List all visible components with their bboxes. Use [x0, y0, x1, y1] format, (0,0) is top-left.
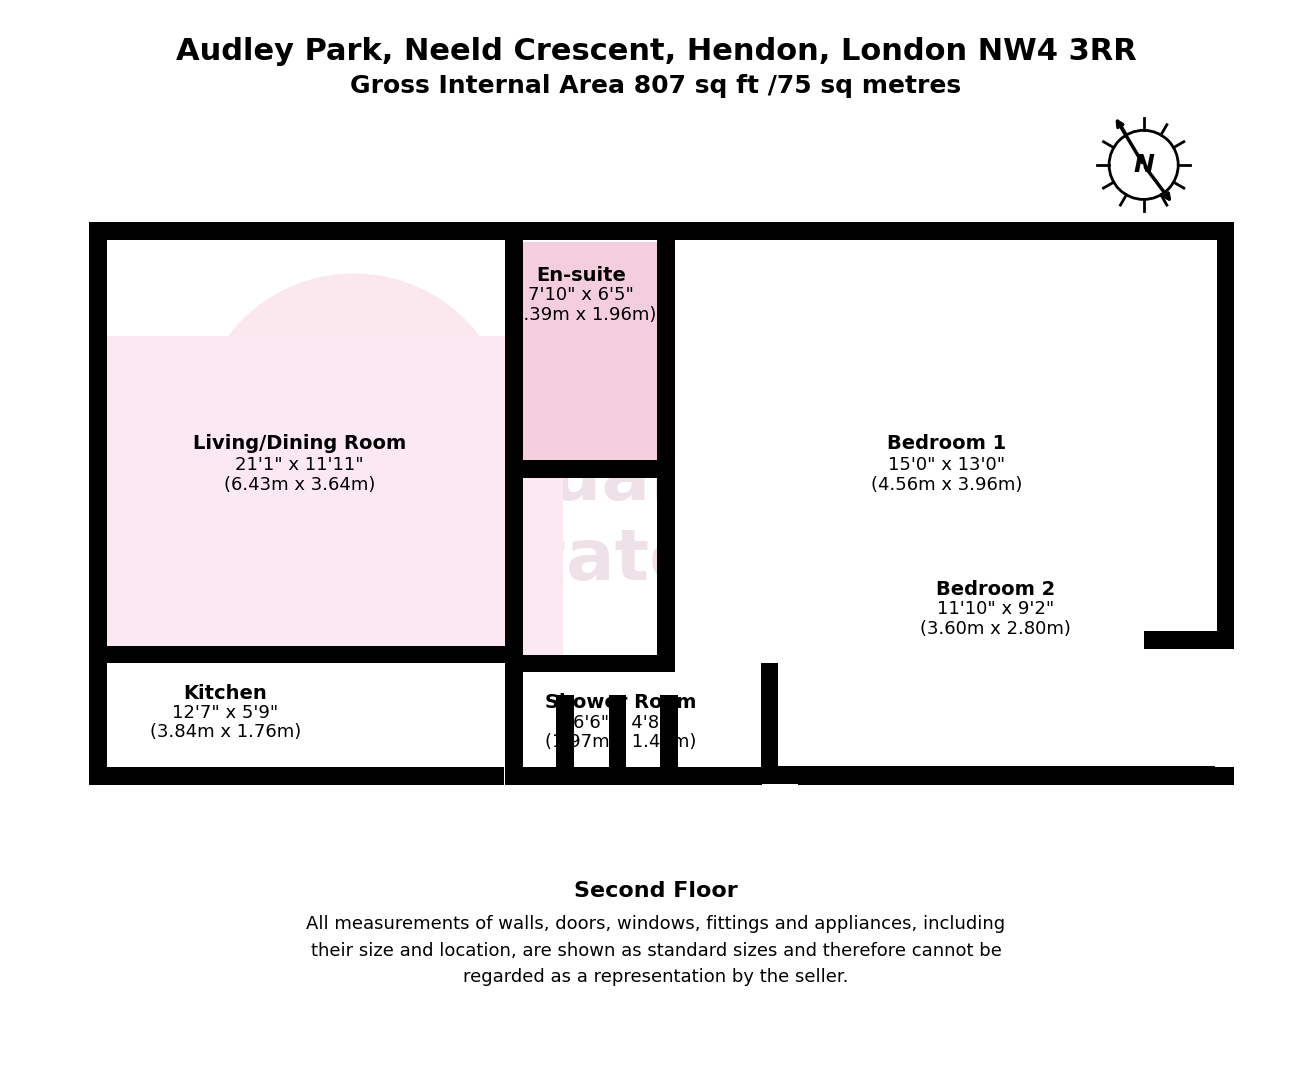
Bar: [656, 477, 675, 663]
Text: Kitchen: Kitchen: [184, 684, 268, 702]
Text: 12'7" x 5'9": 12'7" x 5'9": [172, 704, 278, 721]
Text: N: N: [1133, 153, 1154, 177]
Bar: [89, 767, 504, 785]
Text: Living/Dining Room: Living/Dining Room: [193, 434, 406, 453]
Text: All measurements of walls, doors, windows, fittings and appliances, including
th: All measurements of walls, doors, window…: [306, 915, 1006, 986]
Bar: [660, 696, 678, 784]
Bar: [506, 222, 523, 663]
Bar: [760, 766, 1215, 784]
Bar: [760, 663, 779, 784]
Text: (6.43m x 3.64m): (6.43m x 3.64m): [225, 475, 376, 494]
Bar: [506, 663, 523, 784]
Bar: [798, 767, 1234, 785]
Bar: [89, 646, 506, 663]
Text: (4.56m x 3.96m): (4.56m x 3.96m): [871, 475, 1022, 494]
Text: 21'1" x 11'11": 21'1" x 11'11": [235, 456, 364, 474]
Bar: [89, 240, 108, 767]
Text: Bedroom 2: Bedroom 2: [936, 580, 1056, 598]
Text: (1.97m x 1.42m): (1.97m x 1.42m): [545, 733, 696, 752]
Bar: [506, 767, 762, 785]
Bar: [507, 242, 656, 476]
Text: 6'6" x 4'8": 6'6" x 4'8": [574, 714, 668, 731]
Text: 7'10" x 6'5": 7'10" x 6'5": [528, 286, 634, 305]
Bar: [609, 696, 626, 784]
Text: Audley Park, Neeld Crescent, Hendon, London NW4 3RR: Audley Park, Neeld Crescent, Hendon, Lon…: [176, 37, 1136, 66]
Bar: [89, 222, 1234, 240]
Bar: [656, 222, 675, 477]
Bar: [1144, 631, 1234, 649]
Text: En-suite: En-suite: [536, 266, 626, 285]
Bar: [105, 663, 490, 782]
Text: (3.60m x 2.80m): (3.60m x 2.80m): [920, 620, 1071, 638]
Text: Square
Estates: Square Estates: [440, 446, 742, 595]
Bar: [670, 336, 1217, 663]
Bar: [557, 696, 574, 784]
Text: Gross Internal Area 807 sq ft /75 sq metres: Gross Internal Area 807 sq ft /75 sq met…: [351, 75, 961, 98]
Bar: [506, 460, 675, 477]
Text: Shower Room: Shower Room: [545, 693, 696, 713]
Bar: [105, 336, 563, 663]
Text: (3.84m x 1.76m): (3.84m x 1.76m): [150, 724, 301, 742]
Text: (2.39m x 1.96m): (2.39m x 1.96m): [506, 306, 656, 324]
Bar: [1144, 631, 1162, 649]
Bar: [1217, 222, 1234, 649]
Bar: [506, 654, 675, 672]
Circle shape: [196, 273, 512, 590]
Text: Second Floor: Second Floor: [574, 880, 738, 901]
Bar: [507, 673, 759, 782]
Text: 15'0" x 13'0": 15'0" x 13'0": [888, 456, 1004, 474]
Text: Bedroom 1: Bedroom 1: [886, 434, 1006, 453]
Bar: [759, 511, 1215, 782]
Text: 11'10" x 9'2": 11'10" x 9'2": [937, 600, 1054, 618]
